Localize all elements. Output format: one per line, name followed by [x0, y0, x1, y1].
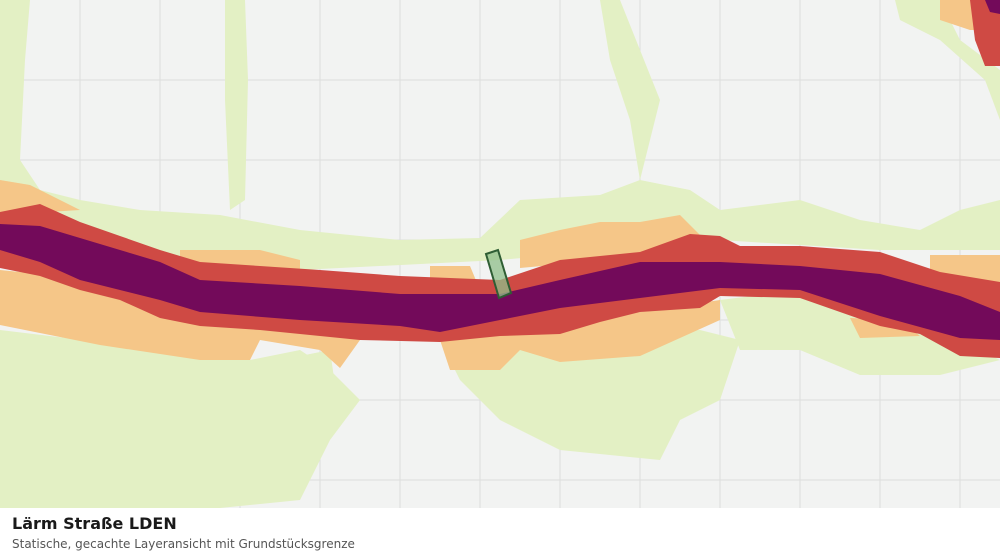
parcel-boundary — [484, 248, 513, 300]
map-caption: Lärm Straße LDEN Statische, gecachte Lay… — [0, 508, 1000, 560]
map — [0, 0, 1000, 508]
noise-zone-very-high — [0, 224, 1000, 340]
map-title: Lärm Straße LDEN — [12, 514, 177, 533]
map-subtitle: Statische, gecachte Layeransicht mit Gru… — [12, 537, 355, 551]
noise-zone-very-high — [985, 0, 1000, 14]
